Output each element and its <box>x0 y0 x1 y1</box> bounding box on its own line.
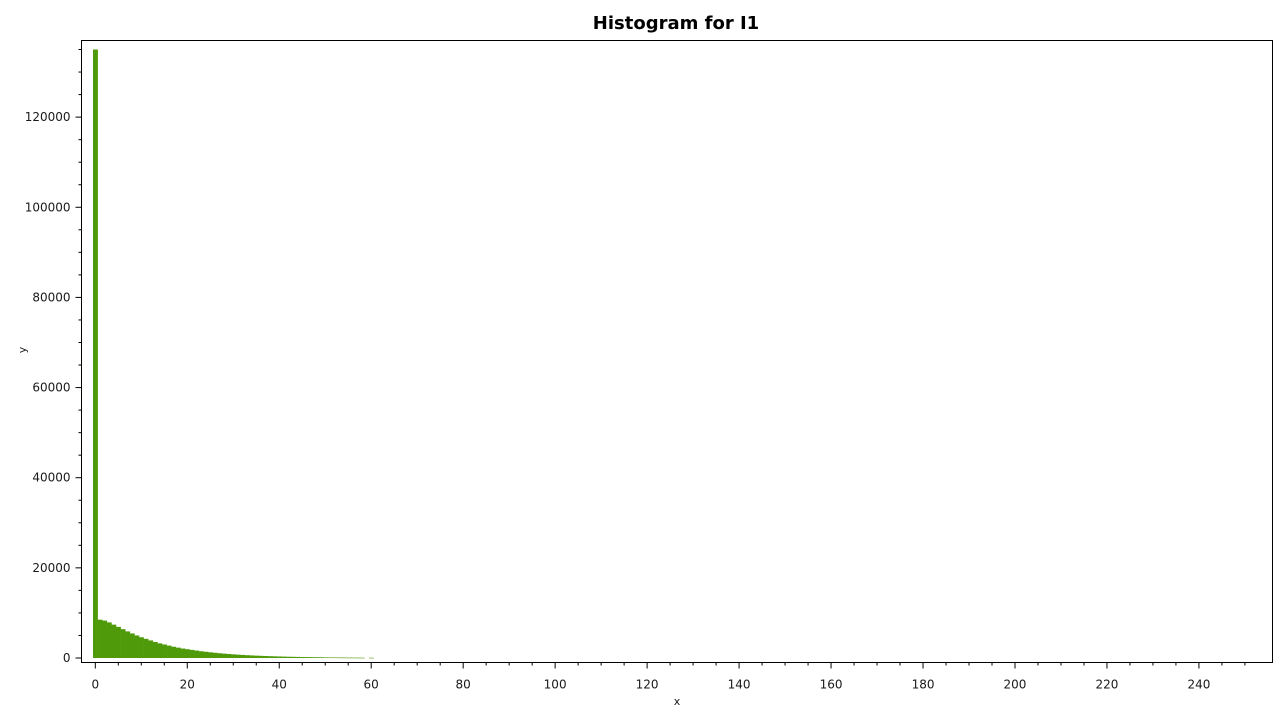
histogram-bar <box>115 626 121 658</box>
histogram-bar <box>194 650 200 658</box>
histogram-bar <box>304 657 310 658</box>
plot-area <box>81 40 1273 663</box>
histogram-bar <box>368 657 374 659</box>
histogram-bar <box>102 620 108 658</box>
chart-title: Histogram for I1 <box>593 13 759 34</box>
y-tick-label: 0 <box>63 651 71 665</box>
histogram-bar <box>203 651 209 658</box>
histogram-bar <box>198 651 204 658</box>
histogram-bar <box>217 653 223 658</box>
histogram-bar <box>93 49 98 658</box>
x-tick-label: 140 <box>728 678 751 692</box>
histogram-bar <box>166 645 172 658</box>
y-tick-label: 40000 <box>32 471 70 485</box>
histogram-bar <box>249 655 255 658</box>
histogram-bar <box>295 656 301 658</box>
x-tick-label: 240 <box>1187 678 1210 692</box>
histogram-bar <box>161 644 167 658</box>
histogram-bar <box>244 655 250 658</box>
y-tick-label: 60000 <box>32 381 70 395</box>
histogram-bar <box>240 654 246 658</box>
histogram-bar <box>230 654 236 658</box>
x-axis-ticks: 0 20 40 60 80 100 120 140 160 180 200 220 240 <box>91 662 1246 692</box>
histogram-bar <box>221 653 227 658</box>
histogram-bar <box>258 655 264 658</box>
histogram-bar <box>286 656 292 658</box>
histogram-bar <box>253 655 259 658</box>
x-tick-label: 0 <box>91 678 99 692</box>
bars-group <box>93 49 374 659</box>
histogram-bar <box>143 638 149 658</box>
x-tick-label: 120 <box>636 678 659 692</box>
histogram-bar <box>332 657 338 659</box>
histogram-bar <box>267 656 273 658</box>
histogram-bar <box>355 657 361 659</box>
histogram-bar <box>111 624 117 658</box>
y-tick-label: 20000 <box>32 561 70 575</box>
histogram-bar <box>125 631 131 658</box>
y-tick-label: 80000 <box>32 290 70 304</box>
histogram-bar <box>341 657 347 659</box>
x-tick-label: 100 <box>544 678 567 692</box>
x-tick-label: 160 <box>820 678 843 692</box>
histogram-bar <box>106 622 112 658</box>
x-tick-label: 180 <box>912 678 935 692</box>
histogram-bar <box>313 657 319 658</box>
histogram-bar <box>235 654 241 658</box>
histogram-bar <box>189 649 195 658</box>
histogram-bar <box>226 653 232 658</box>
histogram-bar <box>327 657 333 659</box>
histogram-bar <box>359 657 365 659</box>
histogram-bar <box>152 641 158 658</box>
histogram-bar <box>290 656 296 658</box>
histogram-bar <box>276 656 282 658</box>
x-tick-label: 220 <box>1096 678 1119 692</box>
y-tick-label: 100000 <box>25 200 71 214</box>
x-tick-label: 80 <box>456 678 471 692</box>
y-axis-label: y <box>16 346 29 353</box>
histogram-bar <box>157 643 163 658</box>
histogram-bar <box>138 637 144 658</box>
histogram-bar <box>180 648 186 658</box>
histogram-bar <box>336 657 342 659</box>
x-tick-label: 200 <box>1004 678 1027 692</box>
histogram-bar <box>309 657 315 658</box>
histogram-bar <box>345 657 351 659</box>
histogram-bar <box>212 652 218 658</box>
histogram-bar <box>134 635 140 658</box>
histogram-bar <box>120 629 126 658</box>
histogram-bar <box>272 656 278 658</box>
histogram-bar <box>263 656 269 658</box>
x-tick-label: 40 <box>272 678 287 692</box>
histogram-bar <box>281 656 287 658</box>
histogram-bar <box>318 657 324 658</box>
x-axis-label: x <box>674 695 681 708</box>
x-tick-label: 20 <box>180 678 195 692</box>
histogram-bar <box>322 657 328 658</box>
histogram-bar <box>129 633 135 658</box>
histogram-bar <box>97 619 103 658</box>
histogram-bar <box>350 657 356 659</box>
y-tick-label: 120000 <box>25 110 71 124</box>
histogram-bar <box>184 649 190 658</box>
x-tick-label: 60 <box>364 678 379 692</box>
histogram-bar <box>171 646 177 658</box>
histogram-bar <box>299 657 305 658</box>
y-axis-ticks: 0 20000 40000 60000 80000 100000 120000 <box>25 49 82 665</box>
histogram-bar <box>148 640 154 658</box>
histogram-bar <box>207 652 213 658</box>
histogram-bar <box>175 647 181 658</box>
